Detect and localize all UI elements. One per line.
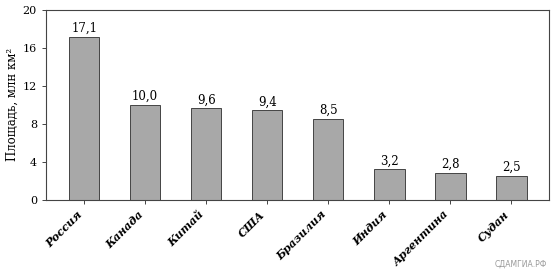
Text: СДАМГИА.РФ: СДАМГИА.РФ bbox=[495, 259, 547, 269]
Text: 2,5: 2,5 bbox=[502, 161, 521, 174]
Bar bbox=[435, 173, 466, 200]
Text: 9,6: 9,6 bbox=[197, 93, 215, 107]
Bar bbox=[496, 176, 527, 200]
Bar bbox=[191, 109, 221, 200]
Text: 3,2: 3,2 bbox=[380, 154, 398, 167]
Bar bbox=[313, 119, 344, 200]
Bar bbox=[374, 169, 405, 200]
Text: 9,4: 9,4 bbox=[258, 95, 276, 109]
Y-axis label: Площадь, млн км²: Площадь, млн км² bbox=[6, 48, 18, 161]
Bar bbox=[130, 105, 160, 200]
Text: 17,1: 17,1 bbox=[71, 22, 97, 35]
Text: 8,5: 8,5 bbox=[319, 104, 337, 117]
Bar bbox=[252, 110, 282, 200]
Bar bbox=[69, 37, 99, 200]
Text: 10,0: 10,0 bbox=[132, 90, 158, 103]
Text: 2,8: 2,8 bbox=[441, 158, 460, 171]
